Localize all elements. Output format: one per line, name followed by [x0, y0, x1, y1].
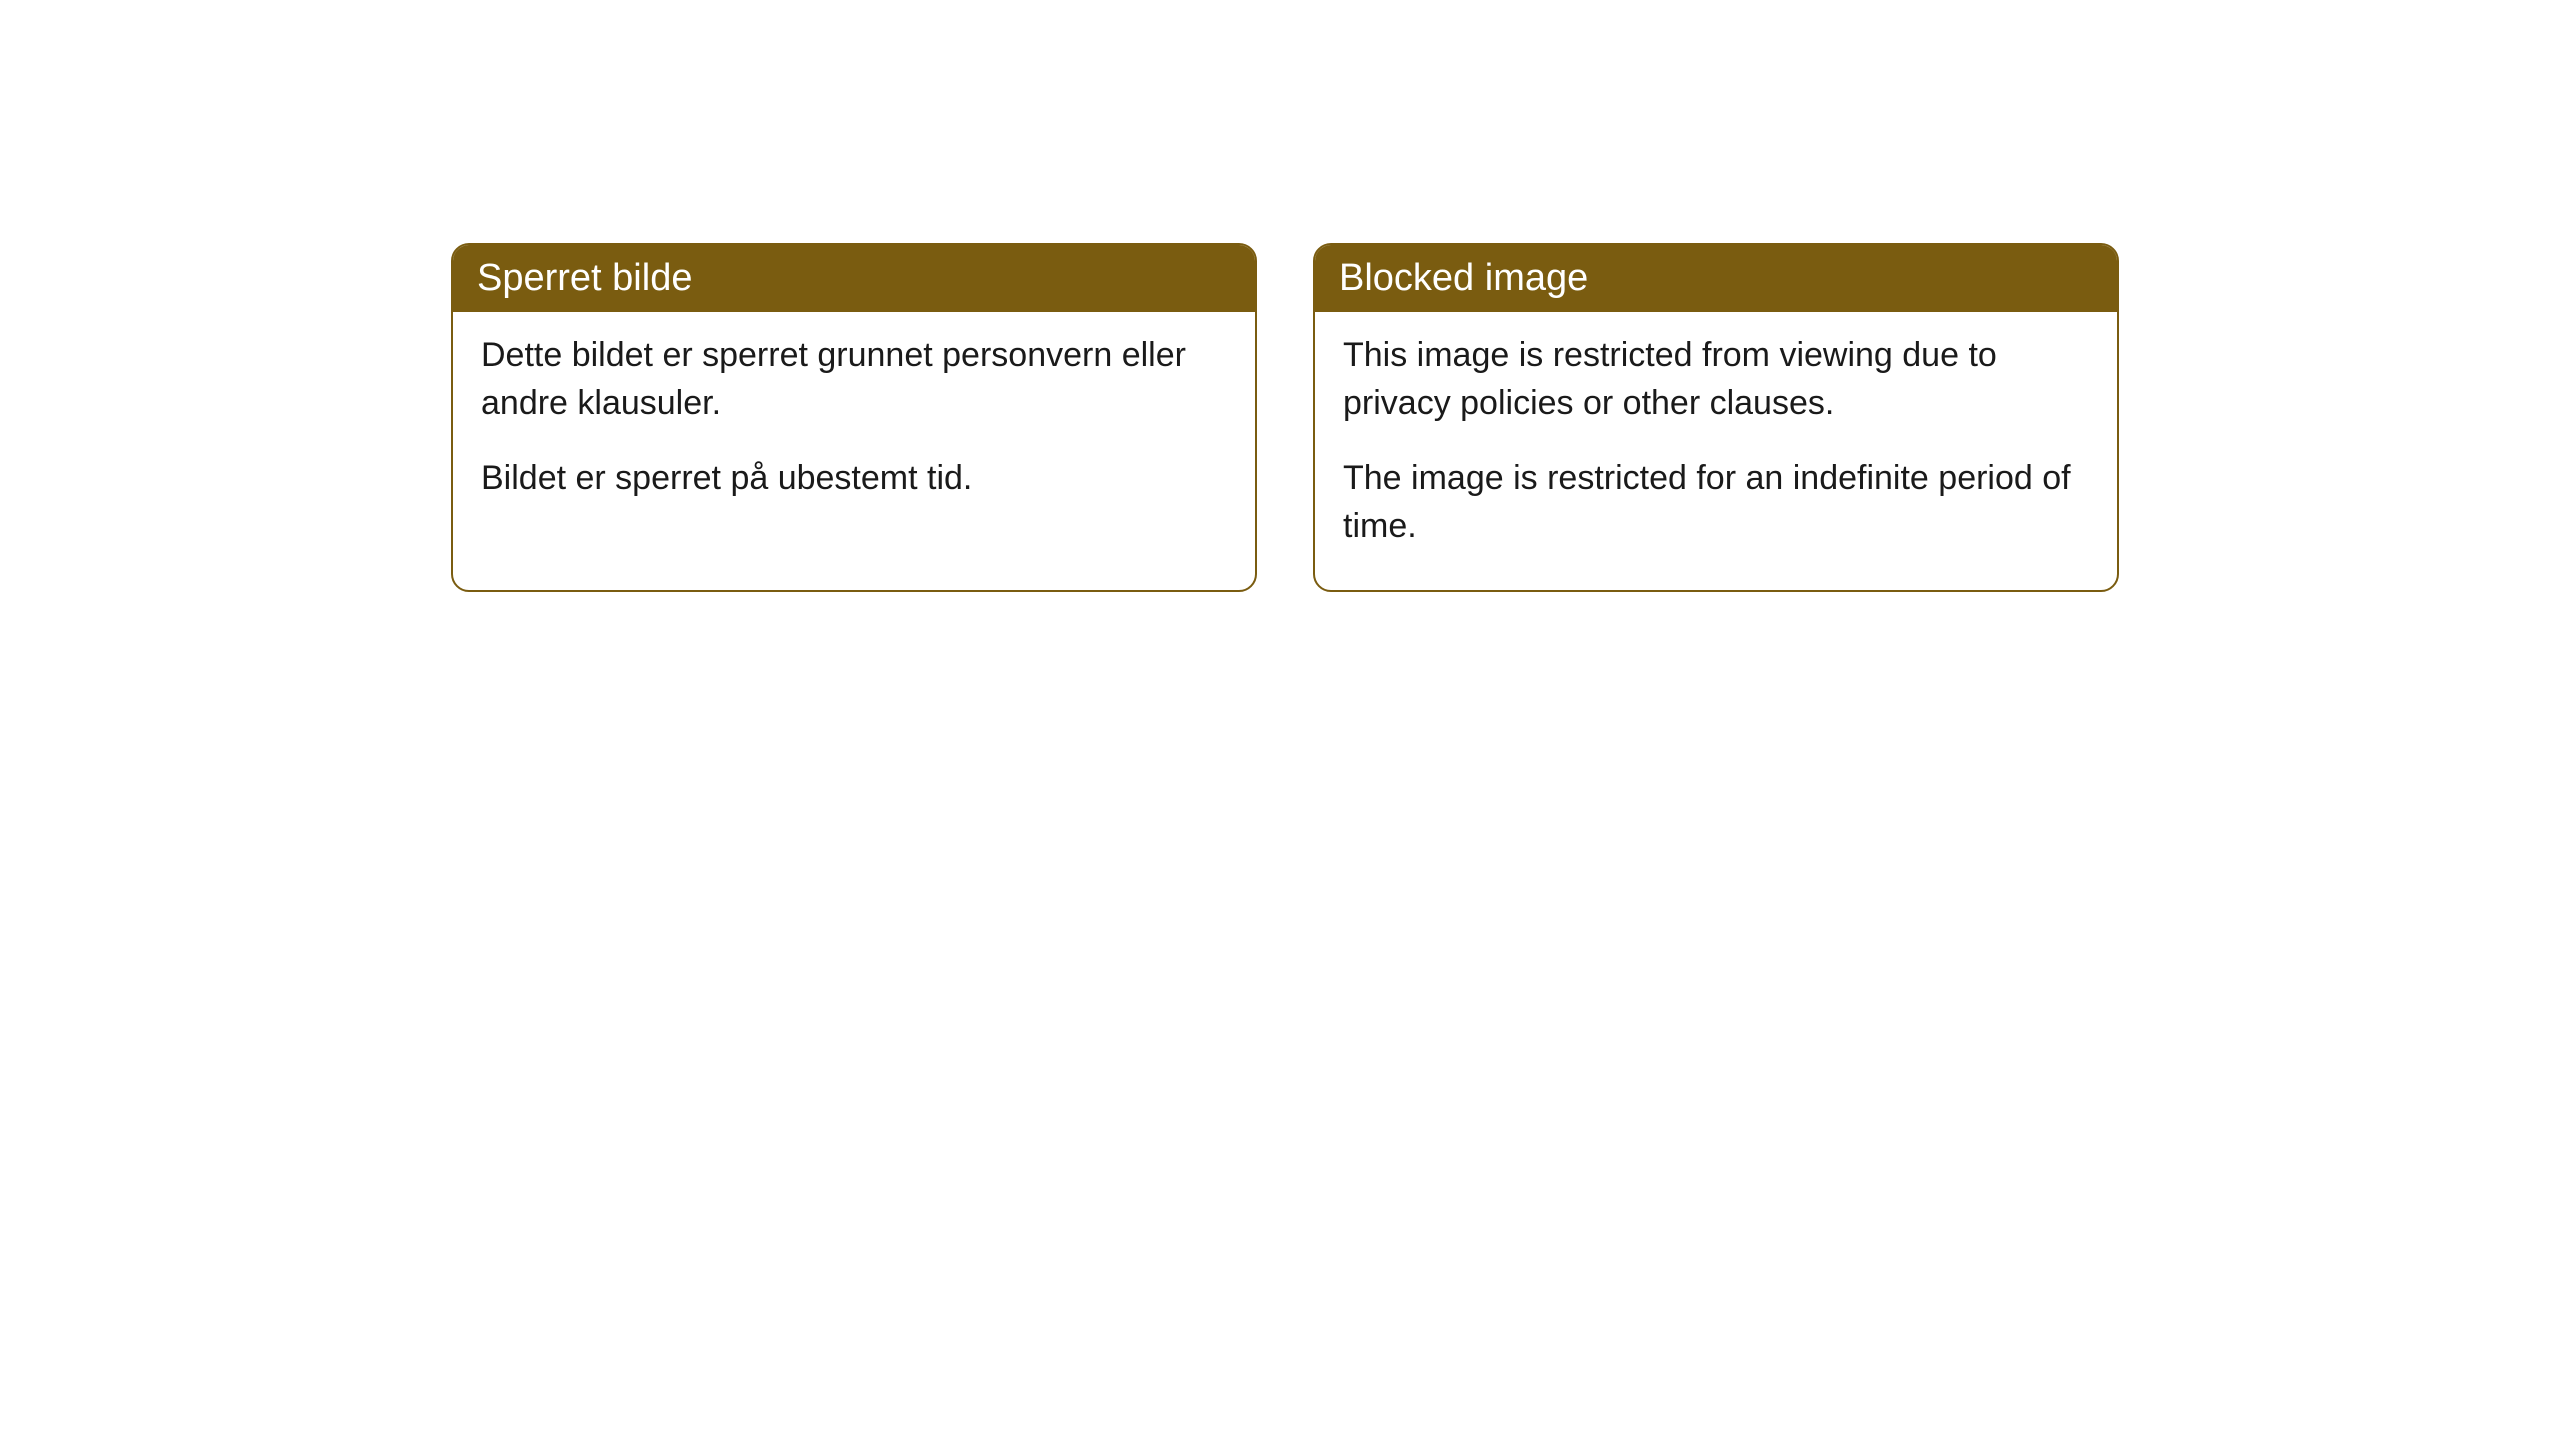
card-paragraph: Bildet er sperret på ubestemt tid. — [481, 455, 1227, 503]
card-header: Sperret bilde — [453, 245, 1255, 312]
card-body: Dette bildet er sperret grunnet personve… — [453, 312, 1255, 543]
cards-container: Sperret bilde Dette bildet er sperret gr… — [451, 243, 2119, 592]
blocked-image-card-english: Blocked image This image is restricted f… — [1313, 243, 2119, 592]
card-paragraph: Dette bildet er sperret grunnet personve… — [481, 332, 1227, 427]
card-paragraph: The image is restricted for an indefinit… — [1343, 455, 2089, 550]
card-paragraph: This image is restricted from viewing du… — [1343, 332, 2089, 427]
card-header: Blocked image — [1315, 245, 2117, 312]
card-body: This image is restricted from viewing du… — [1315, 312, 2117, 590]
blocked-image-card-norwegian: Sperret bilde Dette bildet er sperret gr… — [451, 243, 1257, 592]
